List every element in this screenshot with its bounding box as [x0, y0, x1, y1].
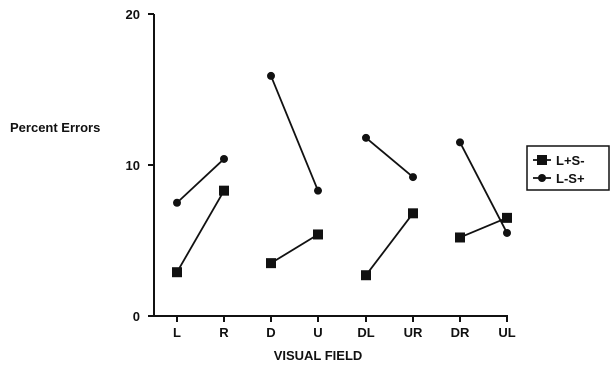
x-tick-label: DR — [451, 325, 470, 340]
series-1-segment — [365, 212, 414, 276]
series-2-point — [173, 198, 181, 207]
x-tick-label: U — [313, 325, 322, 340]
series-2-point — [362, 133, 370, 142]
series-2-point — [267, 71, 275, 80]
x-tick-label: L — [173, 325, 181, 340]
series-1-point — [361, 270, 371, 281]
series-1-point — [313, 229, 323, 240]
series-1-segment — [459, 217, 508, 239]
legend-square-marker — [537, 155, 547, 165]
legend: L+S- L-S+ — [526, 145, 610, 191]
series-1-segment — [270, 233, 319, 264]
legend-circle-marker — [538, 174, 546, 182]
y-tick-label: 0 — [133, 309, 140, 324]
legend-label: L-S+ — [556, 171, 585, 186]
x-tick-label: UR — [404, 325, 423, 340]
series-2-segment — [459, 141, 508, 234]
y-axis-title: Percent Errors — [10, 120, 100, 135]
legend-box — [526, 145, 610, 191]
series-1-point — [172, 267, 182, 278]
series-2-point — [314, 186, 322, 195]
series-1-point — [266, 258, 276, 269]
x-tick-label: DL — [357, 325, 374, 340]
y-tick-label: 20 — [126, 7, 140, 22]
series-2-point — [456, 138, 464, 147]
series-1-segment — [176, 190, 225, 273]
series-1-point — [408, 208, 418, 219]
series-2-point — [220, 154, 228, 163]
legend-label: L+S- — [556, 153, 585, 168]
x-tick-label: D — [266, 325, 275, 340]
x-axis-title: VISUAL FIELD — [274, 348, 363, 363]
series-1-point — [502, 212, 512, 223]
series-1-point — [455, 232, 465, 243]
series-1-point — [219, 185, 229, 196]
x-tick-label: UL — [498, 325, 515, 340]
series-2-segment — [365, 137, 414, 178]
series-2-point — [503, 228, 511, 237]
series-2-segment — [270, 75, 319, 192]
series-2-point — [409, 173, 417, 182]
y-tick-label: 10 — [126, 158, 140, 173]
x-tick-label: R — [219, 325, 229, 340]
series-2-segment — [176, 158, 225, 204]
